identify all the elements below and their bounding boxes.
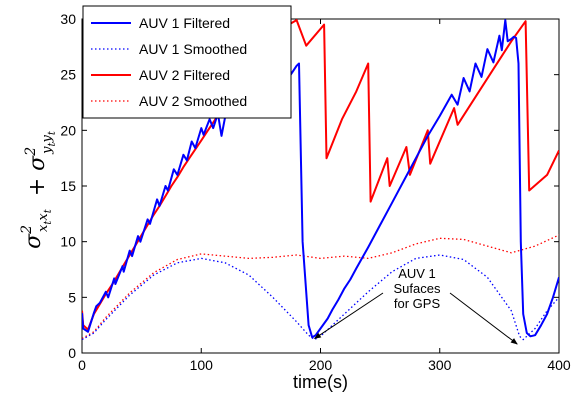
legend-entry: AUV 2 Filtered — [139, 67, 230, 83]
y-tick-label: 15 — [60, 178, 76, 194]
y-tick-label: 0 — [68, 345, 76, 361]
x-tick-label: 200 — [309, 357, 333, 373]
annotation-text: Sufaces — [394, 281, 441, 296]
x-axis-label: time(s) — [293, 372, 348, 392]
annotation-arrow — [449, 292, 518, 345]
legend-entry: AUV 2 Smoothed — [139, 93, 247, 109]
svg-text:σ2xtxt + σ2ytyt: σ2xtxt + σ2ytyt — [19, 130, 58, 249]
x-tick-label: 400 — [547, 357, 571, 373]
y-tick-label: 20 — [60, 122, 76, 138]
y-tick-label: 10 — [60, 234, 76, 250]
legend: AUV 1 Filtered AUV 1 Smoothed AUV 2 Filter… — [82, 5, 292, 119]
annotation-arrow — [313, 292, 384, 339]
y-tick-label: 5 — [68, 289, 76, 305]
ticks-layer: 0 100 200 300 400 0 5 10 15 20 25 30 — [60, 11, 570, 373]
y-tick-label: 30 — [60, 11, 76, 27]
legend-entry: AUV 1 Smoothed — [139, 41, 247, 57]
y-tick-label: 25 — [60, 67, 76, 83]
legend-box — [82, 5, 292, 119]
y-axis-label: σ2xtxt + σ2ytyt — [19, 130, 58, 249]
annotation-text: AUV 1 — [398, 266, 436, 281]
x-tick-label: 300 — [428, 357, 452, 373]
x-tick-label: 100 — [190, 357, 214, 373]
annotation-text: for GPS — [394, 296, 441, 311]
legend-entry: AUV 1 Filtered — [139, 15, 230, 31]
series-line-auv-2-smoothed — [82, 234, 559, 340]
x-tick-label: 0 — [78, 357, 86, 373]
